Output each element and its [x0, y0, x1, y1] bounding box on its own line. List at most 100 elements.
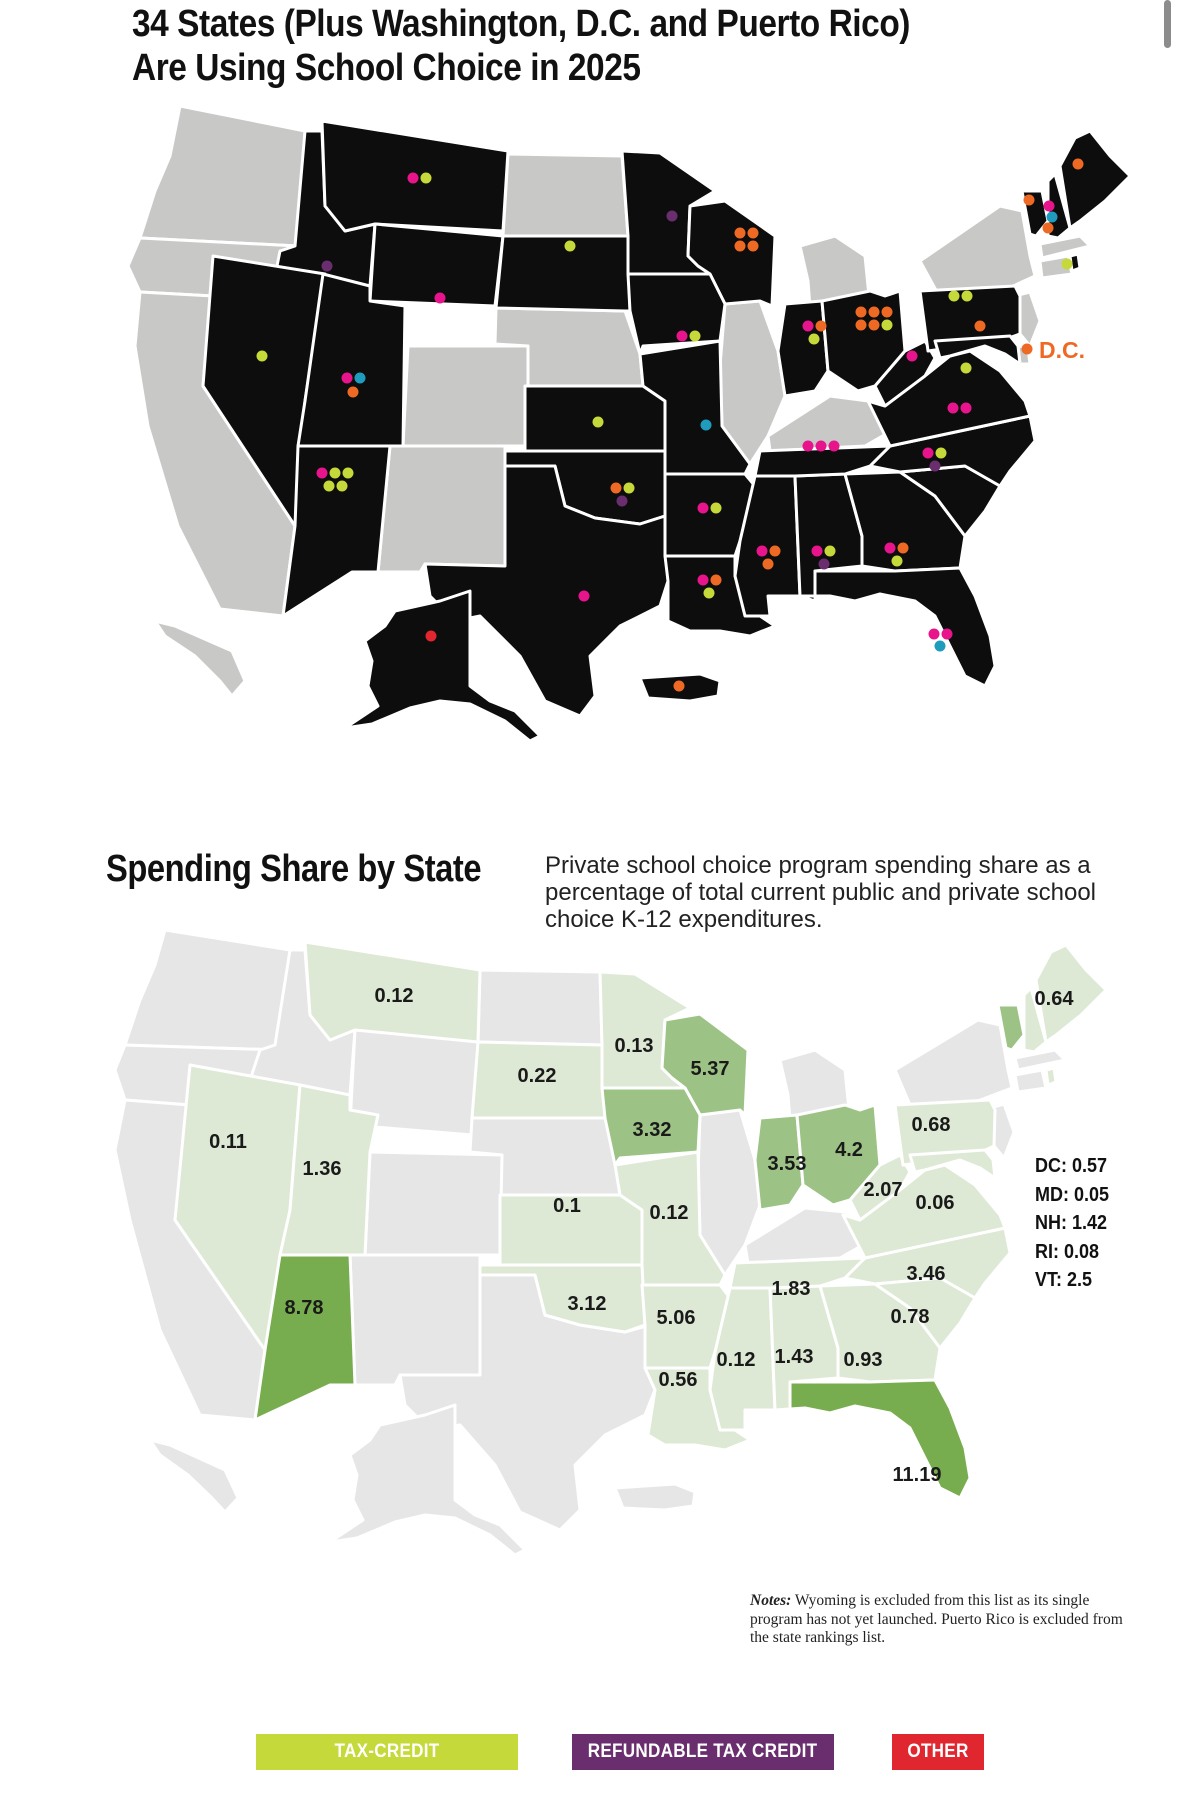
spending-share-map: 0.12 0.13 0.22 5.37 0.64 0.11 1.36 3.32 …: [113, 928, 1108, 1557]
program-dot: [710, 574, 722, 586]
program-dot: [1021, 343, 1033, 355]
state-WA: [138, 104, 307, 248]
value-label-MN: 0.13: [615, 1035, 654, 1057]
notes: Notes: Wyoming is excluded from this lis…: [750, 1592, 1140, 1648]
program-dot: [922, 447, 934, 459]
program-dot: [323, 480, 335, 492]
state-IN: [776, 299, 830, 398]
program-dot: [818, 558, 830, 570]
side-value-ri: RI: 0.08: [1035, 1240, 1100, 1263]
program-dot: [855, 306, 867, 318]
state-RI: [1044, 1066, 1058, 1087]
state-NM: [348, 1253, 482, 1387]
program-dot: [578, 590, 590, 602]
program-dot: [316, 467, 328, 479]
value-label-AZ: 8.78: [285, 1297, 324, 1319]
state-NC: [868, 414, 1037, 488]
value-label-OK: 3.12: [568, 1293, 607, 1315]
program-dot: [929, 460, 941, 472]
program-dot: [592, 416, 604, 428]
legend-tax-credit-scholarship: TAX-CREDIT SCHOLARSHIP: [256, 1734, 518, 1798]
program-dot: [747, 227, 759, 239]
program-dot: [347, 386, 359, 398]
program-dot: [855, 319, 867, 331]
value-label-WI: 5.37: [691, 1058, 730, 1080]
program-dot: [425, 630, 437, 642]
state-UT: [278, 1083, 380, 1257]
page-title: 34 States (Plus Washington, D.C. and Pue…: [132, 2, 959, 90]
program-dot: [881, 319, 893, 331]
state-MD: [933, 334, 1022, 366]
program-dot: [341, 372, 353, 384]
program-dot: [1043, 200, 1055, 212]
program-dot: [673, 680, 685, 692]
program-dot: [815, 320, 827, 332]
value-label-IN: 3.53: [768, 1153, 807, 1175]
state-AZ: [253, 1253, 357, 1422]
program-dot: [808, 333, 820, 345]
state-MT: [303, 940, 482, 1044]
program-dot: [935, 447, 947, 459]
value-label-AR: 5.06: [657, 1307, 696, 1329]
program-dot: [961, 290, 973, 302]
value-label-NV: 0.11: [209, 1131, 247, 1153]
program-dot: [697, 502, 709, 514]
value-label-MS: 0.12: [717, 1349, 756, 1371]
value-label-AL: 1.43: [775, 1346, 814, 1368]
program-dot: [710, 502, 722, 514]
program-dot: [1042, 222, 1054, 234]
program-dot: [824, 545, 836, 557]
state-ME: [1058, 129, 1132, 230]
state-ND: [476, 968, 604, 1047]
state-AK: [328, 1403, 527, 1557]
scrollbar[interactable]: [1164, 0, 1171, 48]
program-dot: [884, 542, 896, 554]
state-CT: [1013, 1068, 1048, 1094]
state-UT: [296, 272, 407, 448]
program-dot: [321, 260, 333, 272]
program-dot: [974, 320, 986, 332]
section-description: Private school choice program spending s…: [545, 852, 1097, 933]
program-dot: [802, 440, 814, 452]
program-dots: [256, 158, 1084, 692]
state-NY: [893, 1018, 1014, 1107]
value-label-FL: 11.19: [893, 1464, 942, 1486]
value-label-IA: 3.32: [633, 1119, 672, 1141]
state-NH: [1022, 986, 1048, 1054]
state-TX: [423, 464, 670, 718]
program-dot: [891, 555, 903, 567]
program-dot: [906, 350, 918, 362]
section-title: Spending Share by State: [106, 848, 482, 890]
state-MD: [908, 1148, 997, 1180]
program-dot: [828, 440, 840, 452]
value-label-GA: 0.93: [844, 1349, 883, 1371]
program-dot: [689, 330, 701, 342]
notes-text: Wyoming is excluded from this list as it…: [750, 1592, 1123, 1646]
state-HI: [153, 619, 247, 698]
program-dot: [960, 402, 972, 414]
program-dot: [947, 402, 959, 414]
state-NM: [376, 444, 507, 574]
side-value-nh: NH: 1.42: [1035, 1212, 1108, 1234]
program-dot: [811, 545, 823, 557]
program-dot: [756, 545, 768, 557]
program-dot: [897, 542, 909, 554]
value-label-OH: 4.2: [835, 1139, 863, 1161]
state-VA: [866, 349, 1032, 448]
program-dot: [420, 172, 432, 184]
program-dot: [610, 482, 622, 494]
state-WA: [123, 928, 292, 1052]
program-dot: [881, 306, 893, 318]
program-dot: [697, 574, 709, 586]
state-IA: [600, 1086, 702, 1167]
value-label-MO: 0.12: [650, 1202, 689, 1224]
state-SC: [873, 1276, 977, 1350]
program-dot: [747, 240, 759, 252]
small-state-values: DC: 0.57 MD: 0.05 NH: 1.42 RI: 0.08 VT: …: [1035, 1152, 1117, 1295]
program-dot: [700, 419, 712, 431]
value-label-VA: 0.06: [916, 1192, 955, 1214]
school-choice-map: D.C.: [126, 104, 1132, 743]
program-dot: [256, 350, 268, 362]
state-ME: [1034, 943, 1108, 1044]
dc-label: D.C.: [1039, 337, 1085, 363]
